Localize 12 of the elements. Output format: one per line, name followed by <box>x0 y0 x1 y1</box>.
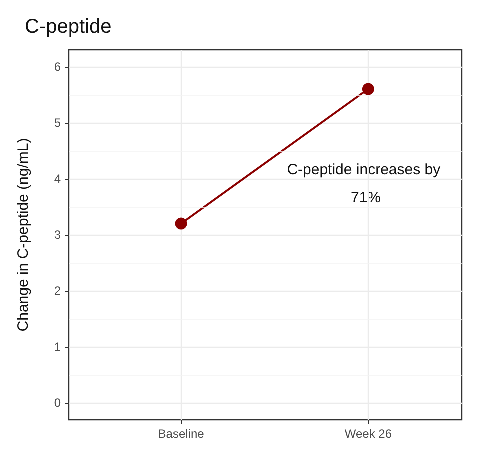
y-tick-label: 4 <box>54 172 62 186</box>
annotation: C-peptide increases by 71% <box>287 162 445 206</box>
y-tick-label: 6 <box>54 60 62 74</box>
y-tick-label: 1 <box>54 340 62 354</box>
y-tick-label: 0 <box>54 396 62 410</box>
x-tick-label: Baseline <box>158 427 205 441</box>
chart-title: C-peptide <box>25 16 112 38</box>
x-tick-label: Week 26 <box>344 427 392 441</box>
y-tick-label: 5 <box>54 116 62 130</box>
y-tick-label: 3 <box>54 228 62 242</box>
y-tick-label: 2 <box>54 284 62 298</box>
y-axis-title: Change in C-peptide (ng/mL) <box>15 138 32 332</box>
